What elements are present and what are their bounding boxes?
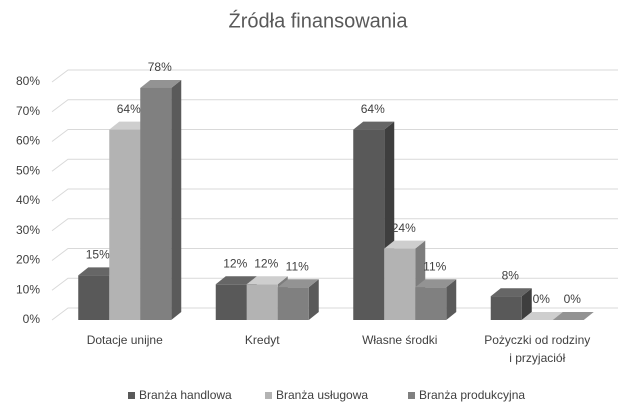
bar	[384, 248, 416, 320]
bar	[353, 129, 385, 320]
data-label: 64%	[361, 102, 385, 116]
bar-top	[140, 79, 182, 88]
y-tick-label: 20%	[16, 253, 40, 267]
y-tick-label: 60%	[16, 134, 40, 148]
bar	[78, 275, 110, 320]
x-tick-label: Pożyczki od rodziny i przyjaciół	[484, 333, 590, 365]
legend-swatch	[128, 392, 135, 399]
legend-label: Branża handlowa	[139, 388, 232, 402]
x-tick-label: Własne środki	[362, 333, 437, 347]
data-label: 64%	[117, 102, 141, 116]
bar-top	[109, 121, 151, 130]
bar-top	[490, 288, 532, 297]
y-tick-label: 30%	[16, 223, 40, 237]
data-label: 11%	[423, 259, 446, 273]
bar-top	[384, 240, 426, 249]
grid-line	[51, 158, 618, 172]
x-tick-label: Dotacje unijne	[87, 333, 163, 347]
data-label: 15%	[86, 248, 110, 262]
grid-line	[51, 188, 618, 202]
data-label: 8%	[502, 268, 520, 282]
data-label: 12%	[223, 256, 247, 270]
bar-top	[552, 312, 594, 320]
y-tick-label: 70%	[16, 104, 40, 118]
data-label: 0%	[533, 292, 551, 306]
bar-side	[171, 79, 182, 320]
grid-line	[51, 277, 618, 291]
legend-swatch	[408, 392, 415, 399]
bar-side	[521, 288, 532, 320]
bar-top	[521, 312, 563, 320]
bar	[246, 284, 278, 320]
y-tick-label: 80%	[16, 74, 40, 88]
x-tick-label: Kredyt	[245, 333, 280, 347]
y-tick-label: 10%	[16, 282, 40, 296]
data-label: 24%	[392, 221, 416, 235]
bar-top	[415, 279, 457, 288]
chart-title: Źródła finansowania	[229, 9, 409, 32]
y-tick-label: 50%	[16, 163, 40, 177]
y-tick-label: 40%	[16, 193, 40, 207]
data-label: 11%	[286, 259, 309, 273]
bar-top	[353, 121, 395, 130]
data-label: 12%	[254, 256, 278, 270]
legend-label: Branża usługowa	[276, 388, 368, 402]
bar	[215, 284, 247, 320]
grid-line	[51, 99, 618, 113]
bar-top	[215, 276, 257, 285]
grid-line	[51, 248, 618, 261]
grid-line	[51, 69, 618, 83]
bar-top	[277, 279, 319, 288]
grid-line	[51, 129, 618, 142]
y-tick-label: 0%	[23, 312, 41, 326]
data-label: 78%	[148, 60, 172, 74]
bar	[415, 287, 447, 320]
bar	[277, 287, 309, 320]
bar	[490, 296, 522, 320]
legend-label: Branża produkcyjna	[419, 388, 525, 402]
bar-top	[246, 276, 288, 285]
bar-top	[78, 267, 120, 276]
data-label: 0%	[564, 292, 582, 306]
bar	[140, 87, 172, 320]
bar-side	[308, 279, 319, 320]
bar	[109, 129, 141, 320]
grid-line	[51, 218, 618, 232]
legend-swatch	[265, 392, 272, 399]
bar-side	[446, 279, 457, 320]
